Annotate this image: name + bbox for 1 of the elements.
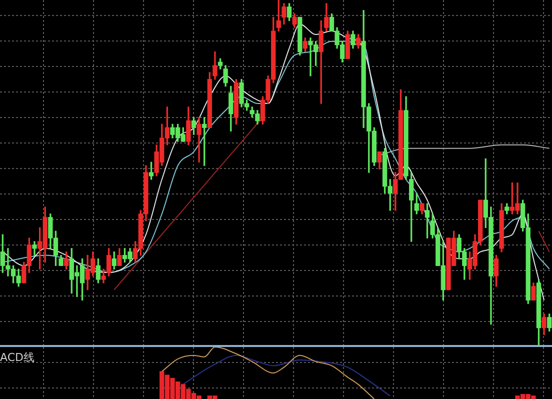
- text: ACD线: [0, 350, 34, 365]
